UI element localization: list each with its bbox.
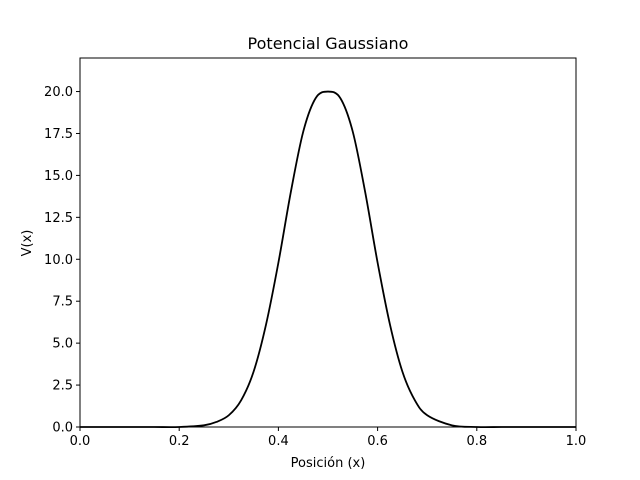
chart-title: Potencial Gaussiano <box>248 34 409 53</box>
y-tick-label: 15.0 <box>44 169 73 184</box>
axes-frame <box>79 57 577 428</box>
series-line-0 <box>80 90 576 429</box>
x-tick-label: 0.4 <box>268 434 289 449</box>
x-tick-label: 0.2 <box>169 434 190 449</box>
y-tick-label: 0.0 <box>52 421 73 436</box>
y-tick-label: 7.5 <box>52 295 73 310</box>
x-tick-label: 0.6 <box>367 434 388 449</box>
plot-area: 0.0 0.2 0.4 0.6 0.8 1.0 0.0 2.5 5.0 7.5 10.0 12.5 15… <box>44 57 587 449</box>
y-tick-label: 12.5 <box>44 211 73 226</box>
x-tick-label: 0.0 <box>70 434 91 449</box>
y-tick-label: 10.0 <box>44 253 73 268</box>
y-tick-label: 5.0 <box>52 337 73 352</box>
y-axis-label: V(x) <box>20 230 35 257</box>
x-tick-label: 1.0 <box>566 434 587 449</box>
x-tick-label: 0.8 <box>466 434 487 449</box>
x-axis-label: Posición (x) <box>291 456 366 471</box>
y-tick-label: 20.0 <box>44 85 73 100</box>
y-tick-label: 17.5 <box>44 127 73 142</box>
y-tick-label: 2.5 <box>52 379 73 394</box>
